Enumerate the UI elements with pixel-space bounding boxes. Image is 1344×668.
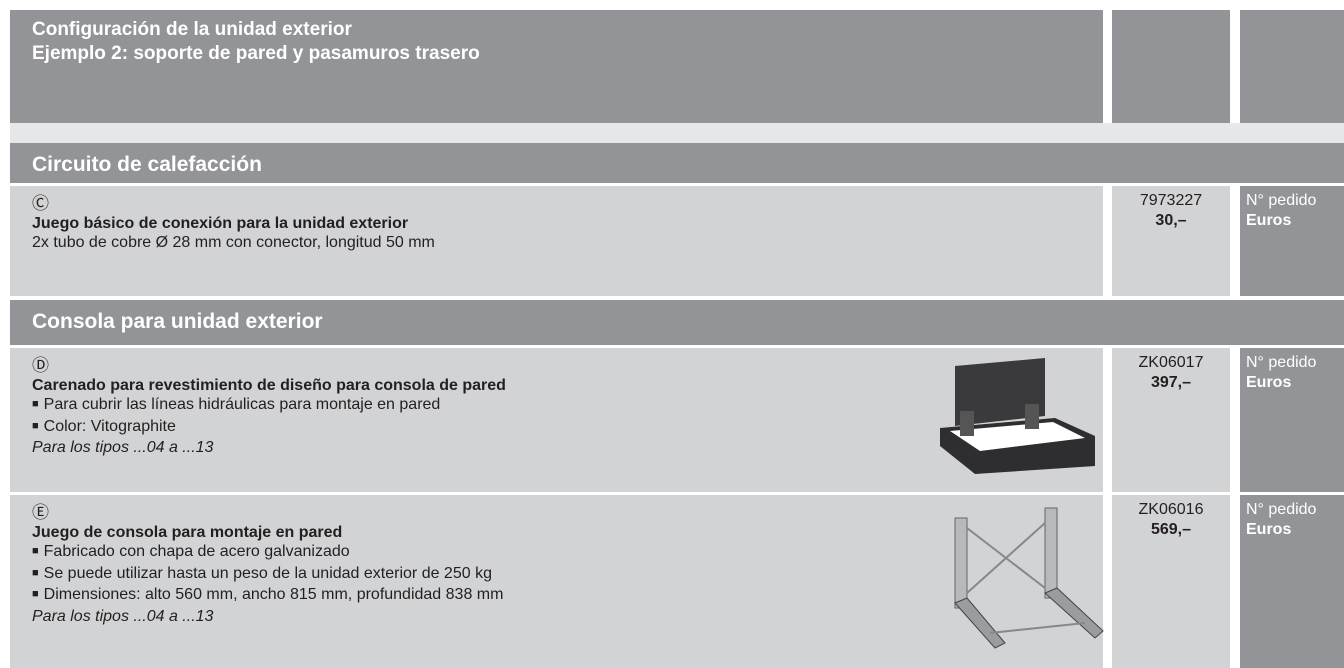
header-title: Configuración de la unidad exterior Ejem…: [10, 10, 1103, 66]
bullet: Dimensiones: alto 560 mm, ancho 815 mm, …: [32, 585, 1103, 607]
price-cell: 7973227 30,–: [1112, 186, 1230, 296]
order-label: N° pedido: [1246, 501, 1317, 518]
product-title: Carenado para revestimiento de diseño pa…: [32, 376, 506, 394]
symbol: Ⓒ: [32, 194, 49, 213]
bullet: Se puede utilizar hasta un peso de la un…: [32, 564, 1103, 586]
order-cell: N° pedido Euros: [1240, 186, 1344, 296]
header-cell: [1112, 10, 1230, 123]
price: 30,–: [1155, 212, 1187, 229]
product-row: Ⓓ Carenado para revestimiento de diseño p…: [10, 348, 1103, 492]
article-code: 7973227: [1139, 192, 1203, 209]
spacer: [10, 123, 1344, 143]
product-text: Ⓒ Juego básico de conexión para la unidad…: [10, 186, 1103, 253]
price: 569,–: [1150, 521, 1192, 538]
product-line: 2x tubo de cobre Ø 28 mm con conector, l…: [32, 234, 435, 251]
order-label: N° pedido: [1246, 354, 1317, 371]
currency: Euros: [1246, 374, 1292, 391]
product-title: Juego de consola para montaje en pared: [32, 523, 343, 541]
price-cell: ZK06017 397,–: [1112, 348, 1230, 492]
section-bar: Circuito de calefacción: [10, 143, 1344, 183]
price: 397,–: [1150, 374, 1192, 391]
title-line: Ejemplo 2: soporte de pared y pasamuros …: [32, 43, 480, 64]
note: Para los tipos ...04 a ...13: [32, 439, 214, 456]
header-cell: [1240, 10, 1344, 123]
symbol: Ⓓ: [32, 356, 49, 375]
section-bar: Consola para unidad exterior: [10, 300, 1344, 345]
title-line: Configuración de la unidad exterior: [32, 19, 352, 40]
note: Para los tipos ...04 a ...13: [32, 607, 214, 625]
currency: Euros: [1246, 212, 1292, 229]
product-title: Juego básico de conexión para la unidad …: [32, 214, 409, 232]
article-code: ZK06017: [1138, 354, 1204, 371]
bullet: Color: Vitographite: [32, 417, 1103, 439]
product-row: Ⓒ Juego básico de conexión para la unidad…: [10, 186, 1103, 296]
article-code: ZK06016: [1138, 501, 1204, 518]
product-image: [935, 503, 1105, 658]
bullet: Fabricado con chapa de acero galvanizado: [32, 542, 1103, 564]
order-label: N° pedido: [1246, 192, 1317, 209]
product-image: [935, 356, 1105, 481]
section-title: Circuito de calefacción: [32, 153, 262, 176]
section-title: Consola para unidad exterior: [32, 310, 323, 333]
product-text: Ⓓ Carenado para revestimiento de diseño p…: [10, 348, 1103, 458]
currency: Euros: [1246, 521, 1292, 538]
header-bar: Configuración de la unidad exterior Ejem…: [10, 10, 1103, 123]
bullet: Para cubrir las líneas hidráulicas para …: [32, 395, 1103, 417]
price-cell: ZK06016 569,–: [1112, 495, 1230, 668]
order-cell: N° pedido Euros: [1240, 495, 1344, 668]
order-cell: N° pedido Euros: [1240, 348, 1344, 492]
symbol: Ⓔ: [32, 503, 49, 522]
